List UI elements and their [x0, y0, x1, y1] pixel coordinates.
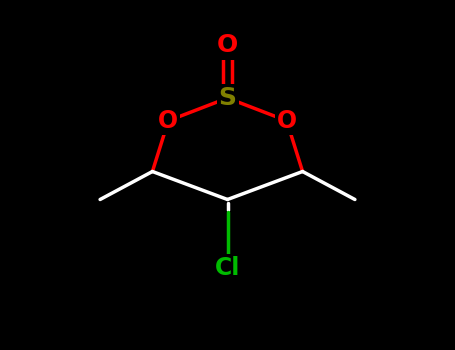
- Text: Cl: Cl: [215, 256, 240, 280]
- Text: O: O: [158, 109, 178, 133]
- Text: S: S: [218, 86, 237, 110]
- Text: O: O: [217, 34, 238, 57]
- Text: O: O: [277, 109, 297, 133]
